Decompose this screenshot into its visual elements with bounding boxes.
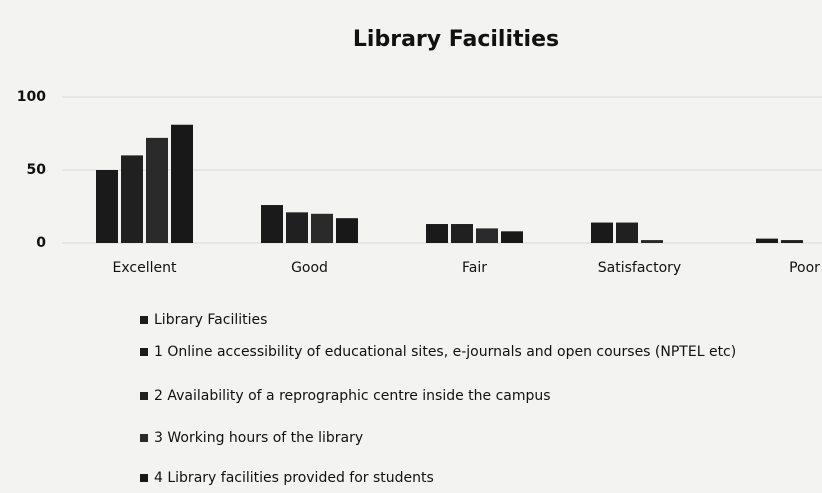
bar: [476, 228, 498, 243]
bar: [171, 124, 193, 243]
legend-label: Library Facilities: [154, 312, 267, 328]
x-tick-label: Fair: [462, 260, 487, 276]
bar: [591, 222, 613, 243]
bar: [781, 240, 803, 243]
bar: [641, 240, 663, 243]
legend-swatch: [140, 348, 148, 356]
x-tick-label: Excellent: [113, 260, 177, 276]
y-tick-label: 0: [36, 235, 46, 251]
y-tick-label: 50: [27, 162, 47, 178]
bar: [501, 231, 523, 243]
y-tick-label: 100: [17, 89, 46, 105]
legend-label: 2 Availability of a reprographic centre …: [154, 388, 551, 404]
bar: [286, 212, 308, 243]
legend-swatch: [140, 474, 148, 482]
x-tick-label: Good: [291, 260, 328, 276]
bar: [311, 213, 333, 243]
legend-label: 4 Library facilities provided for studen…: [154, 470, 434, 486]
bar: [261, 205, 283, 243]
legend-label: 3 Working hours of the library: [154, 430, 363, 446]
x-tick-label: Poor: [789, 260, 820, 276]
bar: [616, 222, 638, 243]
legend-swatch: [140, 392, 148, 400]
chart-title: Library Facilities: [353, 27, 559, 52]
bar: [96, 170, 118, 243]
bar: [146, 137, 168, 243]
legend-swatch: [140, 434, 148, 442]
bar: [426, 224, 448, 243]
bar: [121, 155, 143, 243]
bar: [756, 238, 778, 243]
legend-label: 1 Online accessibility of educational si…: [154, 344, 736, 360]
x-tick-label: Satisfactory: [598, 260, 681, 276]
legend-swatch: [140, 316, 148, 324]
bar: [336, 218, 358, 243]
bar: [451, 224, 473, 243]
